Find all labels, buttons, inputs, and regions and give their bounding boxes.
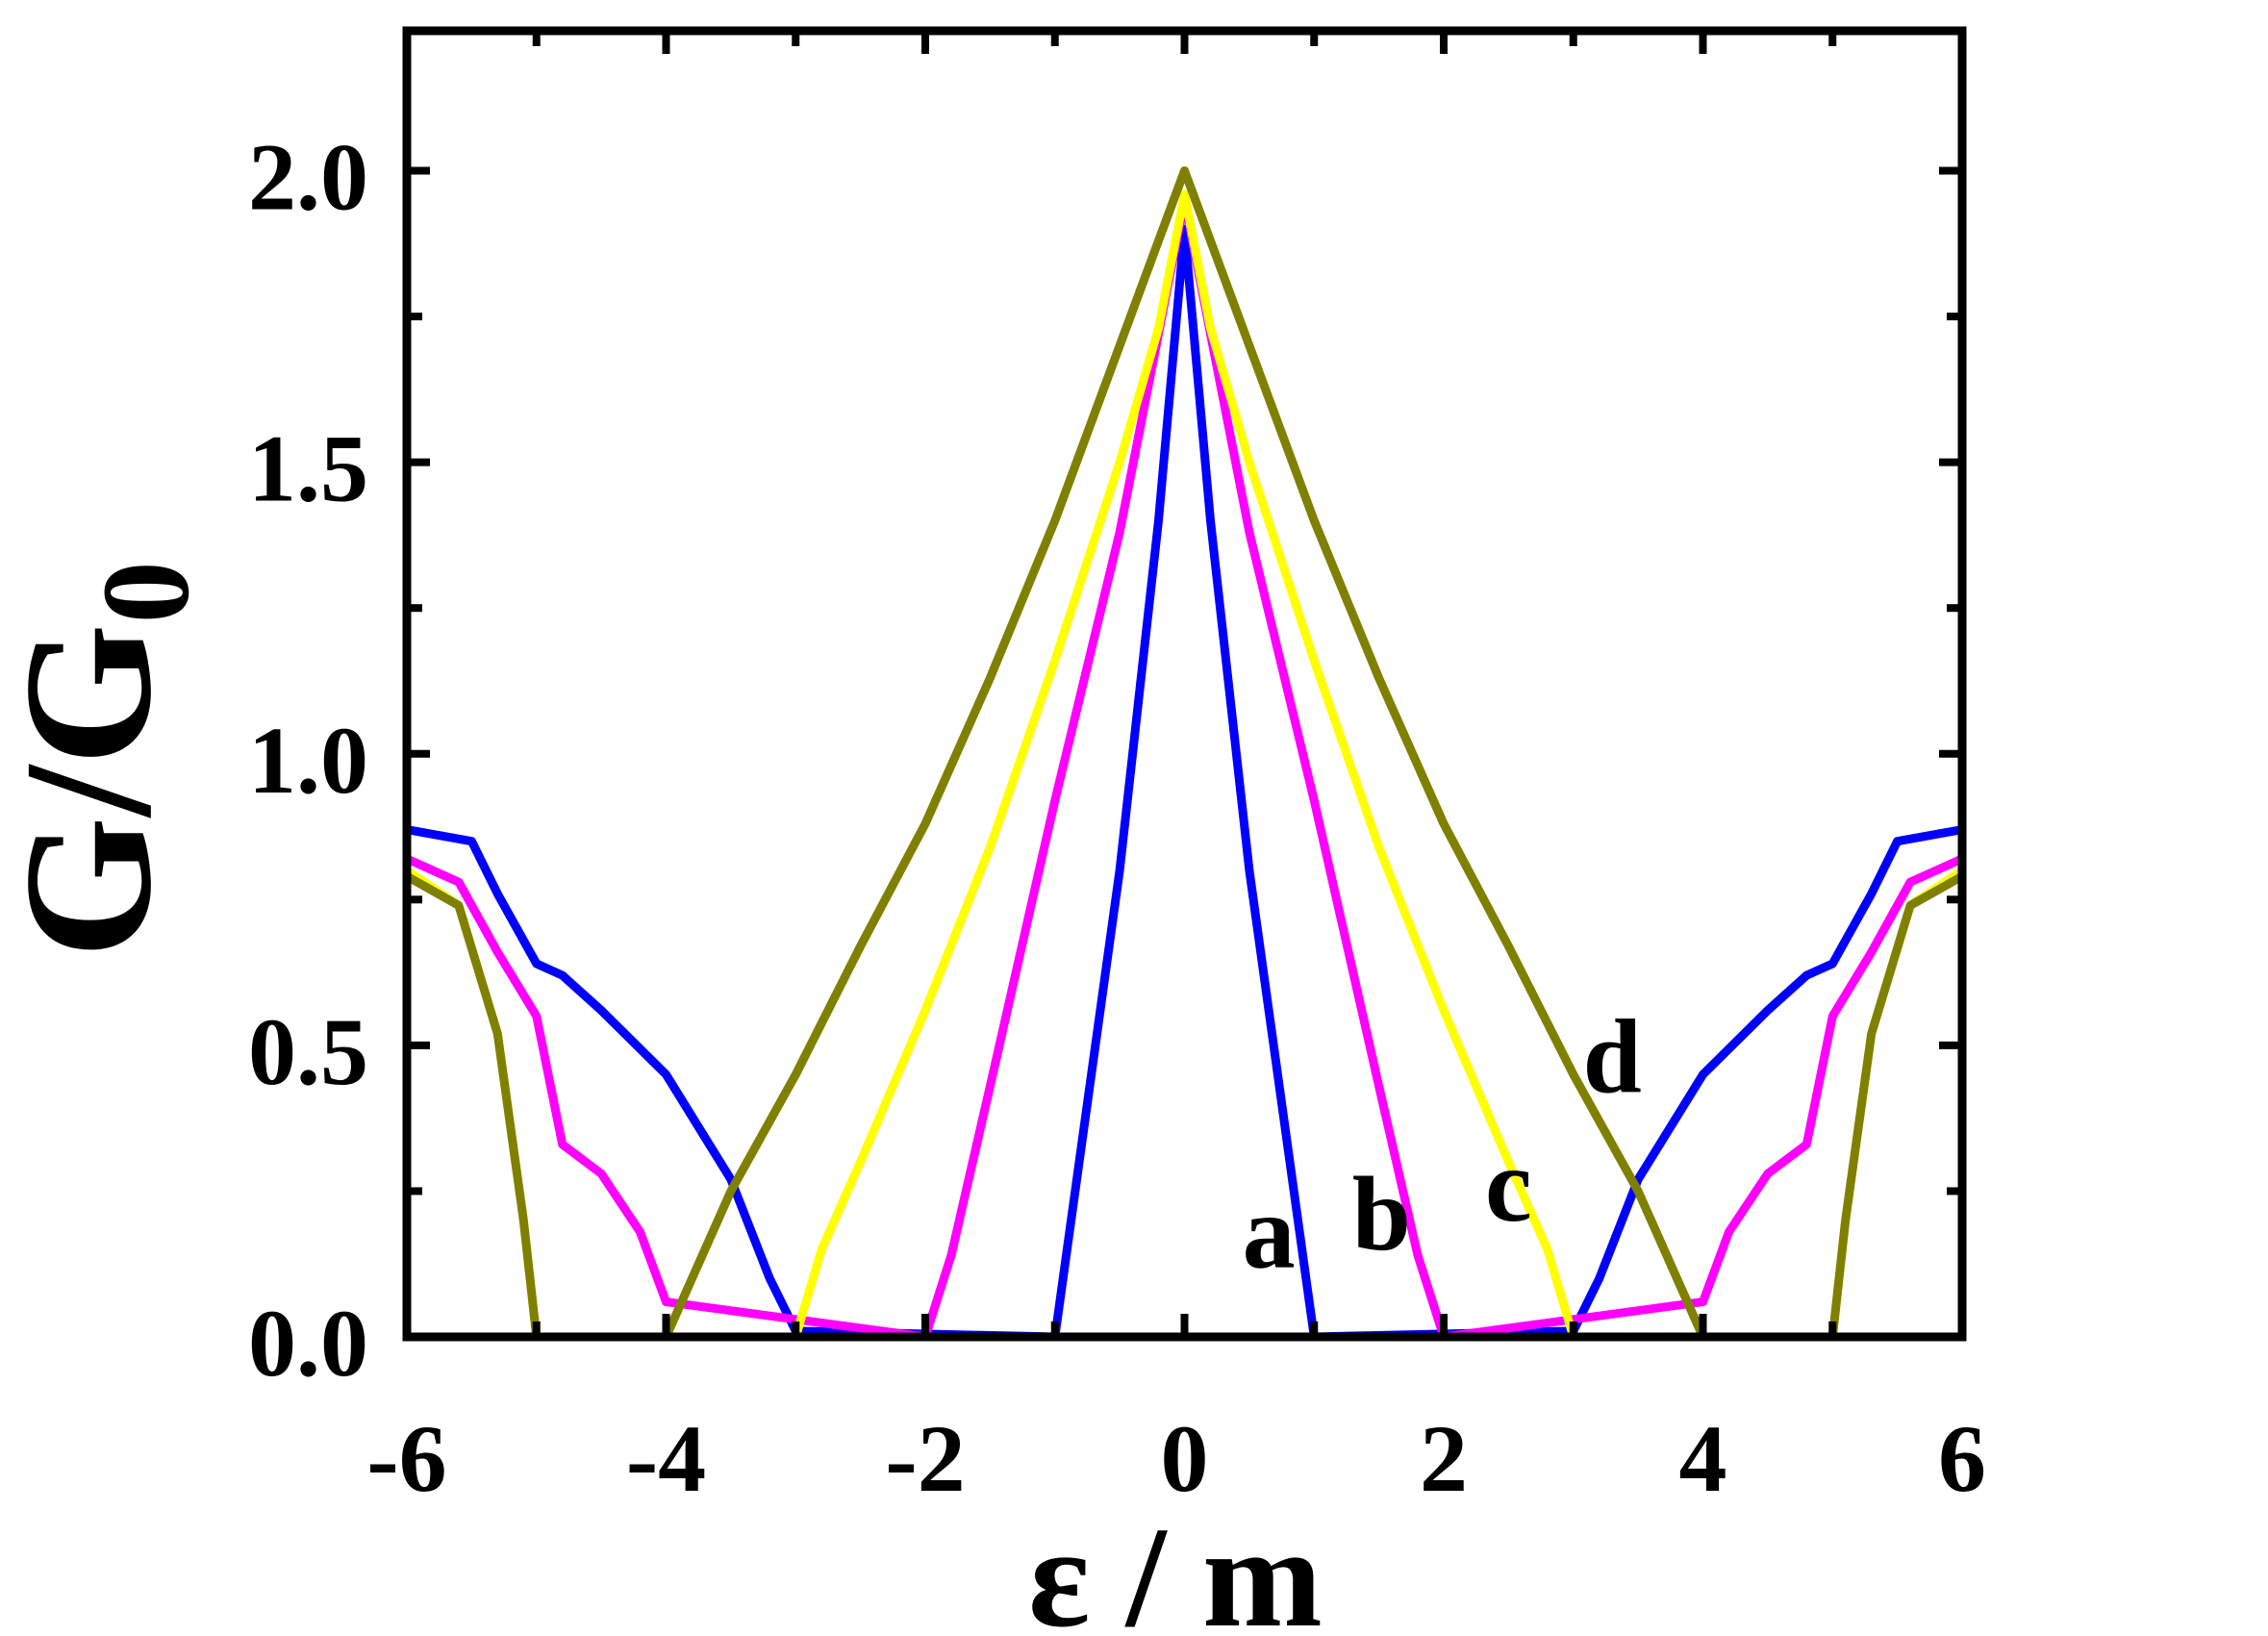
curve-label-a: a <box>1243 1172 1296 1290</box>
series-line-1 <box>406 224 1963 1342</box>
x-axis-title: ε / m <box>1028 1498 1323 1636</box>
x-tick-label: 4 <box>1679 1405 1727 1512</box>
y-tick-label: 1.5 <box>248 415 368 522</box>
y-tick-label: 1.0 <box>248 707 368 814</box>
series-line-2 <box>405 195 1964 1342</box>
tick-labels-group: -6 -4 -2 0 2 4 6 0.0 0.5 1.0 1.5 2.0 <box>248 124 1986 1513</box>
y-tick-label: 0.5 <box>248 998 368 1105</box>
x-tick-label: -2 <box>885 1405 965 1512</box>
y-axis-title-main: G/G <box>0 623 189 958</box>
series-line-3 <box>404 189 1965 1342</box>
x-tick-label: 0 <box>1161 1405 1209 1512</box>
y-tick-label: 0.0 <box>248 1290 368 1397</box>
curve-label-c: c <box>1485 1126 1532 1244</box>
curves-group <box>404 166 1965 1342</box>
ticks-group <box>403 31 1966 1341</box>
x-tick-label: -4 <box>626 1405 706 1512</box>
curve-label-b: b <box>1352 1155 1411 1272</box>
annotations-group: a b cd <box>1243 997 1642 1290</box>
series-line-4 <box>404 166 1965 1342</box>
y-tick-label: 2.0 <box>248 124 368 231</box>
y-axis-title: G/G0 <box>0 561 215 958</box>
x-tick-label: 6 <box>1938 1405 1986 1512</box>
y-axis-title-subscript: 0 <box>77 561 215 623</box>
curve-label-d: d <box>1583 997 1642 1115</box>
x-tick-label: -6 <box>366 1405 446 1512</box>
x-tick-label: 2 <box>1420 1405 1468 1512</box>
